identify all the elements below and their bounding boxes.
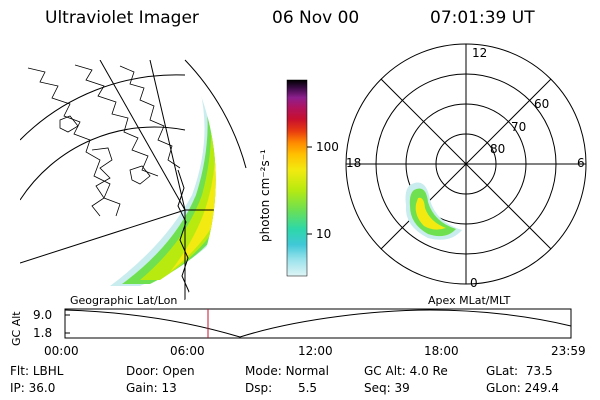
altitude-xtick-0000: 00:00 bbox=[44, 344, 79, 358]
info-ip-label: IP: bbox=[10, 381, 25, 395]
info-flt-label: Flt: bbox=[10, 364, 29, 378]
altitude-xtick-0600: 06:00 bbox=[170, 344, 205, 358]
coastline bbox=[27, 67, 121, 217]
latitude-circle bbox=[20, 126, 186, 201]
meridian-line bbox=[149, 60, 186, 211]
info-gcalt: GC Alt: 4.0 Re bbox=[364, 364, 448, 378]
colorbar-scale bbox=[286, 79, 308, 277]
coastline bbox=[91, 147, 113, 217]
colorbar-unit-label: photon cm⁻²s⁻¹ bbox=[258, 149, 272, 242]
info-door: Door: Open bbox=[126, 364, 195, 378]
info-gain-value: 13 bbox=[161, 381, 177, 395]
info-dsp: Dsp: 5.5 bbox=[245, 381, 317, 395]
time-label: 07:01:39 UT bbox=[430, 8, 535, 28]
polar-axis-diagonal bbox=[380, 78, 552, 250]
coastline bbox=[59, 115, 79, 133]
altitude-ylabel: GC Alt bbox=[10, 311, 23, 346]
info-gain: Gain: 13 bbox=[126, 381, 177, 395]
meridian-line bbox=[20, 209, 186, 264]
instrument-title: Ultraviolet Imager bbox=[45, 8, 199, 28]
lat-label-80: 80 bbox=[490, 142, 506, 156]
aurora-band-mid bbox=[140, 112, 216, 280]
info-glon-label: GLon: bbox=[486, 381, 521, 395]
altitude-ytick-1-8: 1.8 bbox=[33, 326, 53, 340]
altitude-xtick-1200: 12:00 bbox=[298, 344, 333, 358]
mlt-label-12: 12 bbox=[472, 46, 488, 60]
altitude-ytick-9: 9.0 bbox=[33, 308, 53, 322]
geographic-caption: Geographic Lat/Lon bbox=[70, 294, 178, 307]
aurora-band-core bbox=[170, 128, 216, 272]
coastline bbox=[119, 65, 181, 169]
info-door-value: Open bbox=[162, 364, 195, 378]
info-glat: GLat: 73.5 bbox=[486, 364, 553, 378]
mlt-label-6: 6 bbox=[577, 156, 585, 170]
info-ip-value: 36.0 bbox=[28, 381, 56, 395]
colorbar-label-100: 100 bbox=[316, 140, 339, 154]
mlt-label-0: 0 bbox=[470, 276, 478, 290]
lat-label-60: 60 bbox=[534, 97, 550, 111]
altitude-xtick-2359: 23:59 bbox=[551, 344, 586, 358]
info-glat-label: GLat: bbox=[486, 364, 519, 378]
coastline bbox=[177, 169, 191, 295]
aurora-polar-core bbox=[415, 197, 446, 230]
info-flt-value: LBHL bbox=[32, 364, 64, 378]
info-mode-value: Normal bbox=[285, 364, 329, 378]
polar-plot bbox=[345, 43, 587, 285]
altitude-plot bbox=[64, 308, 572, 339]
info-glon: GLon: 249.4 bbox=[486, 381, 559, 395]
info-flt: Flt: LBHL bbox=[10, 364, 63, 378]
date-label: 06 Nov 00 bbox=[272, 8, 360, 28]
info-glat-value: 73.5 bbox=[525, 364, 553, 378]
mlt-label-18: 18 bbox=[346, 156, 362, 170]
geographic-map bbox=[20, 59, 247, 300]
altitude-curve bbox=[64, 309, 572, 338]
info-door-label: Door: bbox=[126, 364, 159, 378]
info-ip: IP: 36.0 bbox=[10, 381, 55, 395]
info-gcalt-label: GC Alt: bbox=[364, 364, 406, 378]
colorbar bbox=[286, 79, 312, 277]
colorbar-label-10: 10 bbox=[316, 227, 332, 241]
info-dsp-value: 5.5 bbox=[297, 381, 318, 395]
info-seq-label: Seq: bbox=[364, 381, 391, 395]
coastline bbox=[129, 165, 151, 185]
coastline bbox=[74, 64, 159, 177]
info-seq-value: 39 bbox=[394, 381, 410, 395]
info-glon-value: 249.4 bbox=[524, 381, 559, 395]
altitude-plot-frame bbox=[64, 308, 572, 339]
meridian-line bbox=[99, 60, 186, 211]
altitude-xtick-1800: 18:00 bbox=[424, 344, 459, 358]
info-gain-label: Gain: bbox=[126, 381, 158, 395]
latitude-circle bbox=[20, 74, 186, 141]
info-seq: Seq: 39 bbox=[364, 381, 410, 395]
info-mode: Mode: Normal bbox=[245, 364, 329, 378]
lat-label-70: 70 bbox=[511, 120, 527, 134]
info-gcalt-value: 4.0 Re bbox=[409, 364, 448, 378]
map-boundary-arc bbox=[184, 59, 247, 169]
info-dsp-label: Dsp: bbox=[245, 381, 273, 395]
polar-caption: Apex MLat/MLT bbox=[428, 294, 511, 307]
info-mode-label: Mode: bbox=[245, 364, 282, 378]
